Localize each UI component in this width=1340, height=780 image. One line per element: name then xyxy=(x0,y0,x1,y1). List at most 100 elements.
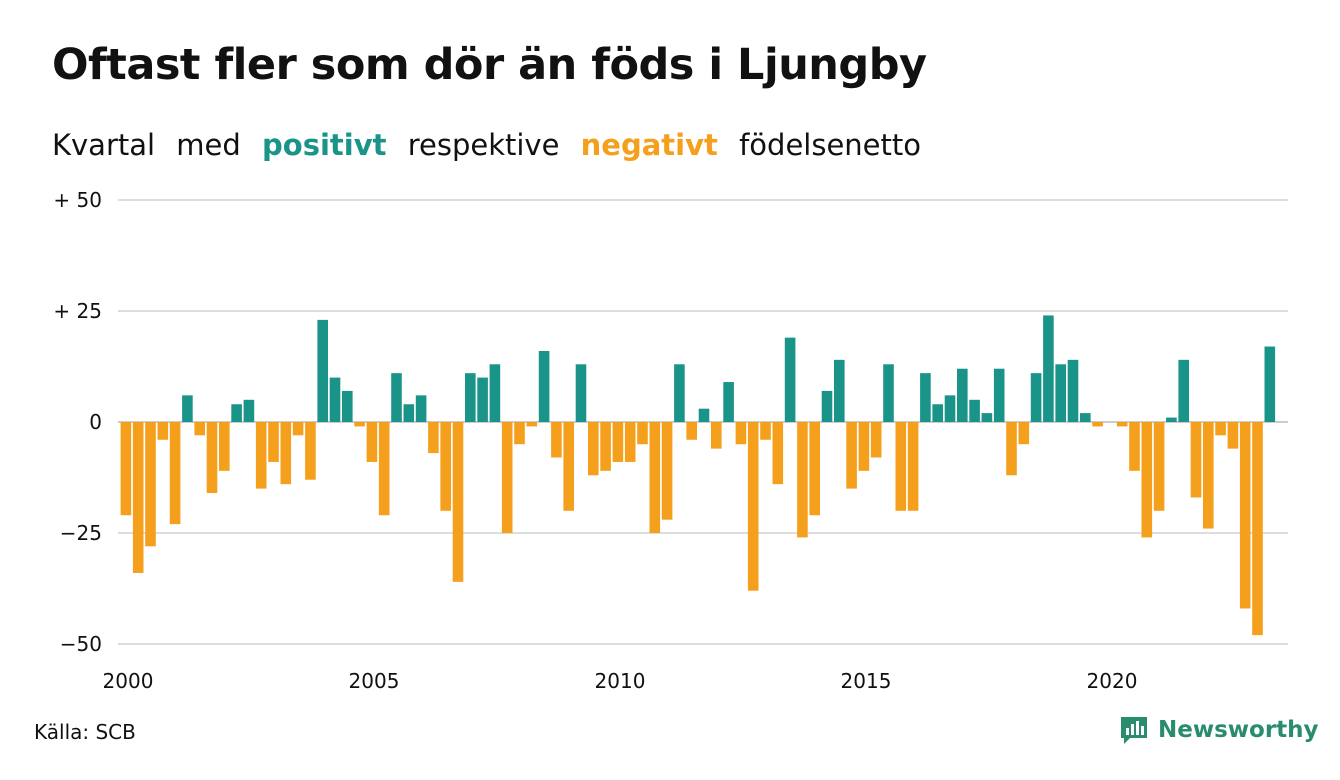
y-tick-label-2: 0 xyxy=(89,410,102,434)
bar-36 xyxy=(563,422,574,511)
bar-39 xyxy=(600,422,611,471)
bar-81 xyxy=(1116,422,1128,427)
bar-87 xyxy=(1190,422,1202,498)
bar-51 xyxy=(747,422,759,591)
bar-40 xyxy=(612,422,624,462)
y-tick-label-4: −50 xyxy=(60,632,102,656)
bar-13 xyxy=(280,422,292,485)
bar-27 xyxy=(452,422,464,582)
bar-26 xyxy=(440,422,451,511)
y-tick-label-1: + 25 xyxy=(53,299,102,323)
bar-61 xyxy=(870,422,882,458)
bar-66 xyxy=(932,404,943,422)
bar-25 xyxy=(428,422,439,454)
bar-60 xyxy=(858,422,870,471)
chart-title: Oftast fler som dör än föds i Ljungby xyxy=(52,40,927,90)
bar-73 xyxy=(1018,422,1030,445)
x-tick-label-1: 2005 xyxy=(349,669,400,693)
bar-9 xyxy=(231,404,242,422)
x-tick-label-4: 2020 xyxy=(1087,669,1138,693)
bar-58 xyxy=(834,359,845,422)
bar-5 xyxy=(182,395,193,422)
bar-44 xyxy=(661,422,673,520)
bar-14 xyxy=(292,422,304,436)
bar-55 xyxy=(797,422,808,538)
bar-18 xyxy=(342,390,353,422)
bar-62 xyxy=(883,364,894,422)
subtitle-word-med: med xyxy=(176,128,241,162)
subtitle-word-fodelsenetto: födelsenetto xyxy=(739,128,921,162)
bar-48 xyxy=(711,422,722,449)
bar-35 xyxy=(551,422,562,458)
bar-71 xyxy=(993,368,1005,422)
bar-52 xyxy=(760,422,771,440)
y-tick-label-0: + 50 xyxy=(53,188,102,212)
bar-12 xyxy=(268,422,279,462)
subtitle-word-respektive: respektive xyxy=(407,128,560,162)
x-tick-label-2: 2010 xyxy=(595,669,646,693)
bar-83 xyxy=(1141,422,1153,538)
bar-50 xyxy=(735,422,747,445)
bar-47 xyxy=(698,408,710,422)
bar-43 xyxy=(649,422,661,533)
bar-33 xyxy=(526,422,538,427)
bar-34 xyxy=(538,350,550,422)
chart-subtitle: Kvartal med positivt respektive negativt… xyxy=(52,128,933,162)
bar-88 xyxy=(1203,422,1214,529)
bar-77 xyxy=(1067,359,1079,422)
bar-86 xyxy=(1178,359,1189,422)
bar-63 xyxy=(895,422,907,511)
bar-8 xyxy=(219,422,230,471)
bar-23 xyxy=(403,404,415,422)
source-note: Källa: SCB xyxy=(34,720,136,744)
bar-37 xyxy=(575,364,587,422)
bar-89 xyxy=(1215,422,1226,436)
bar-74 xyxy=(1030,373,1042,422)
bar-22 xyxy=(391,373,402,422)
bar-82 xyxy=(1129,422,1140,471)
bar-42 xyxy=(637,422,648,445)
bar-84 xyxy=(1153,422,1165,511)
bar-3 xyxy=(157,422,169,440)
bar-45 xyxy=(674,364,685,422)
bar-20 xyxy=(366,422,378,462)
bar-19 xyxy=(354,422,365,427)
bar-21 xyxy=(378,422,390,516)
y-tick-label-3: −25 xyxy=(60,521,102,545)
bar-0 xyxy=(120,422,132,516)
bar-56 xyxy=(809,422,820,516)
brand-name: Newsworthy xyxy=(1158,717,1319,743)
x-tick-label-0: 2000 xyxy=(103,669,154,693)
bar-53 xyxy=(772,422,784,485)
bar-10 xyxy=(243,399,255,422)
bar-72 xyxy=(1006,422,1017,476)
bar-92 xyxy=(1252,422,1263,636)
bar-2 xyxy=(145,422,156,547)
bar-15 xyxy=(305,422,316,480)
bar-38 xyxy=(588,422,599,476)
bar-1 xyxy=(132,422,144,573)
bar-54 xyxy=(784,337,796,422)
bar-70 xyxy=(981,413,993,422)
bar-57 xyxy=(821,390,833,422)
bar-76 xyxy=(1055,364,1066,422)
bar-68 xyxy=(957,368,968,422)
bar-90 xyxy=(1227,422,1239,449)
bar-41 xyxy=(624,422,636,462)
bar-32 xyxy=(514,422,525,445)
bar-93 xyxy=(1264,346,1276,422)
bar-17 xyxy=(329,377,341,422)
bar-6 xyxy=(194,422,205,436)
bar-67 xyxy=(944,395,956,422)
bar-11 xyxy=(255,422,267,489)
bar-65 xyxy=(920,373,931,422)
bar-78 xyxy=(1080,413,1091,422)
bar-85 xyxy=(1166,417,1177,422)
bar-64 xyxy=(907,422,919,511)
bar-46 xyxy=(686,422,697,440)
bar-24 xyxy=(415,395,427,422)
bar-69 xyxy=(969,399,980,422)
bar-59 xyxy=(846,422,857,489)
bar-79 xyxy=(1092,422,1103,427)
